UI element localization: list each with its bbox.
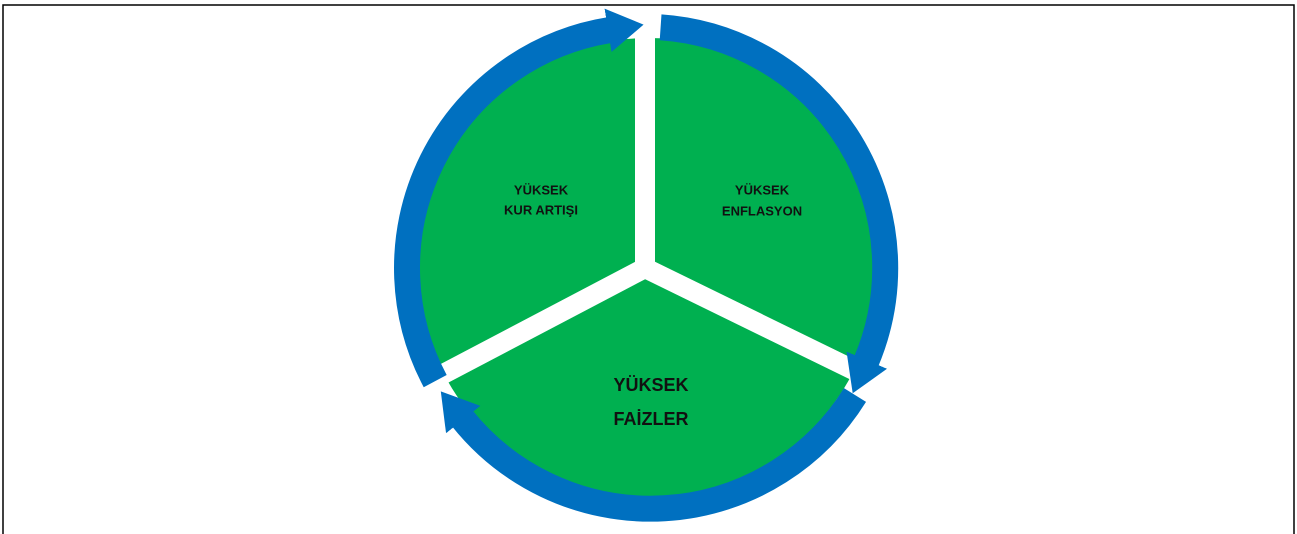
node-label: YÜKSEK [735, 182, 790, 197]
cycle-arrow [440, 388, 867, 522]
separator [640, 259, 875, 387]
node-label: FAİZLER [614, 409, 689, 429]
cycle-arrow [394, 8, 644, 388]
separators [423, 25, 875, 391]
separator [423, 259, 650, 391]
frame [2, 4, 1295, 534]
cycle-arrow [659, 14, 899, 394]
cycle-arrows [394, 8, 899, 522]
node-label: ENFLASYON [722, 203, 802, 218]
node-label: YÜKSEK [613, 375, 688, 395]
node-label: YÜKSEK [514, 182, 569, 197]
node-label: KUR ARTIŞI [504, 202, 578, 217]
